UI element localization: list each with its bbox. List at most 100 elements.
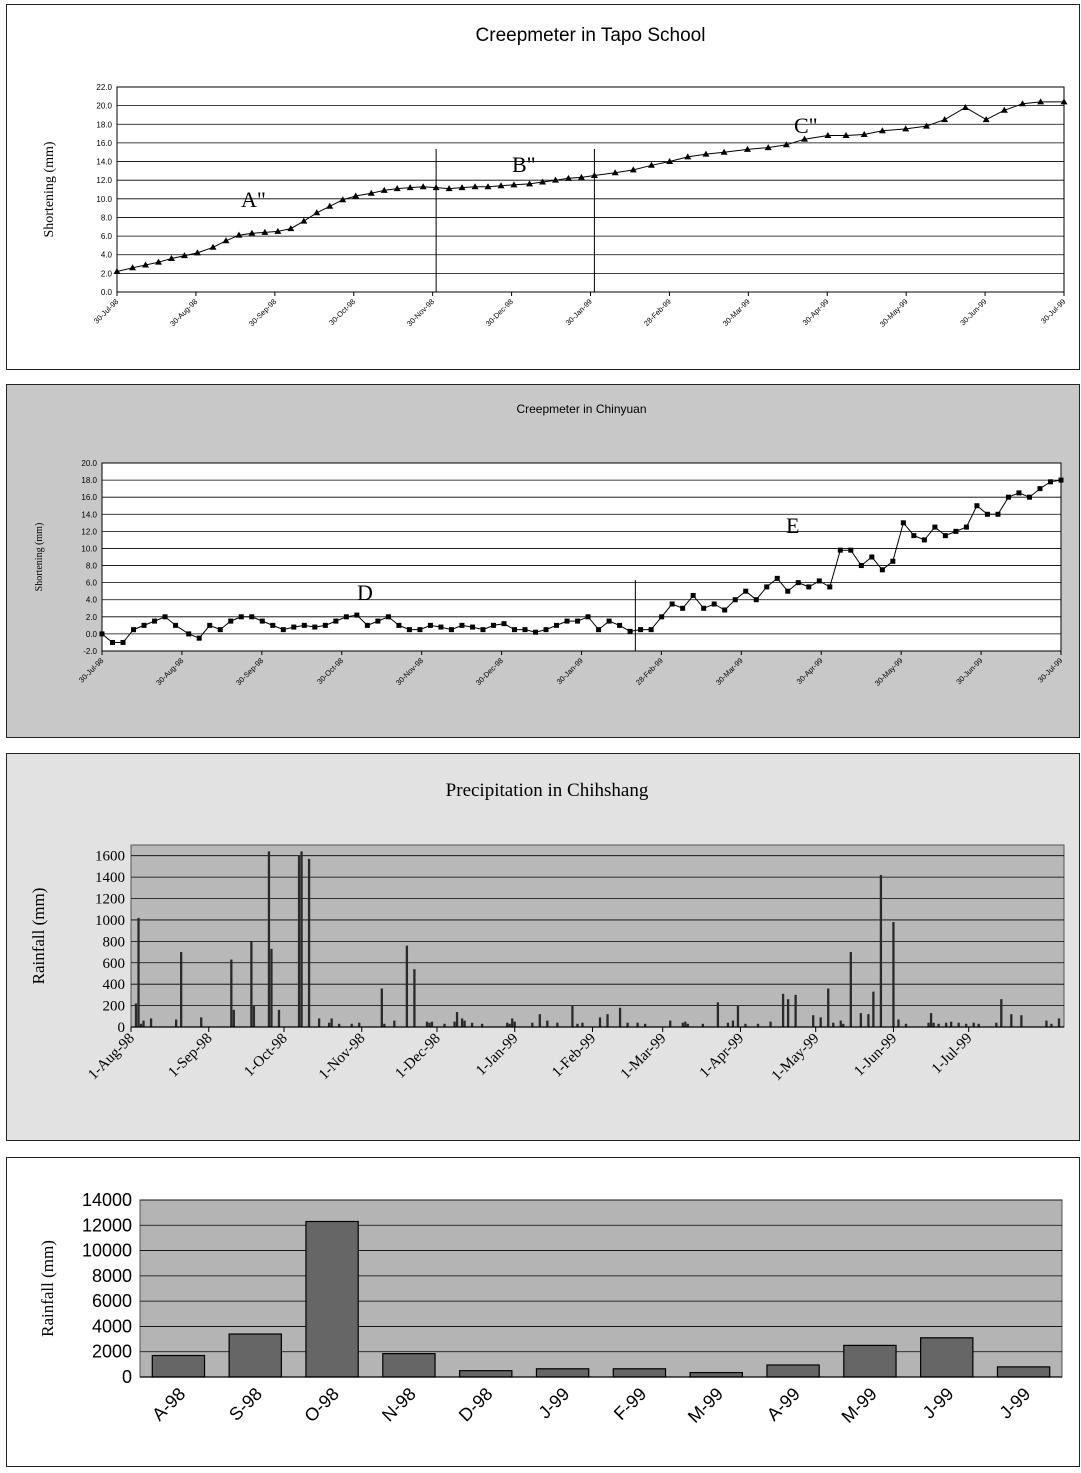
bar: [965, 1023, 968, 1027]
data-point: [879, 567, 885, 573]
y-axis-label: Rainfall (mm): [38, 1240, 57, 1337]
bar: [252, 1005, 256, 1027]
bar: [142, 1020, 145, 1027]
bar: [508, 1023, 511, 1027]
data-point: [406, 627, 412, 633]
y-tick-label: 12.0: [96, 176, 112, 185]
bar: [1020, 1015, 1023, 1027]
data-point: [120, 639, 126, 645]
bar: [137, 917, 140, 1027]
data-point: [860, 131, 868, 138]
data-point: [627, 628, 633, 634]
x-tick-label: 1-Apr-99: [697, 1031, 748, 1082]
data-point: [722, 607, 728, 613]
bar: [307, 858, 311, 1027]
data-point: [961, 104, 969, 110]
y-tick-label: 12.0: [81, 527, 97, 536]
data-point: [364, 622, 370, 628]
x-tick-label: 1-May-99: [769, 1031, 823, 1085]
data-point: [782, 141, 790, 148]
y-tick-label: 16.0: [96, 139, 112, 148]
data-point: [501, 621, 507, 627]
y-tick-label: 200: [103, 999, 126, 1015]
bar: [812, 1015, 815, 1027]
bar: [612, 1368, 667, 1378]
data-point: [995, 511, 1001, 517]
bar: [689, 1371, 743, 1378]
x-tick-label: 30-Nov-98: [394, 656, 425, 687]
data-point: [222, 237, 230, 244]
bar: [995, 1022, 998, 1027]
bar: [701, 1023, 704, 1027]
bar: [576, 1023, 579, 1027]
bar: [949, 1021, 953, 1027]
data-point: [129, 264, 137, 271]
bar: [270, 948, 273, 1027]
y-tick-label: 2.0: [86, 613, 98, 622]
data-point: [490, 622, 496, 628]
bar: [879, 874, 883, 1027]
plot-area: [130, 844, 1065, 1028]
data-point: [393, 185, 401, 192]
data-point: [155, 258, 163, 265]
bar: [766, 1364, 820, 1378]
data-point: [902, 125, 910, 132]
data-point: [438, 624, 444, 630]
daily-precipitation-chart: 0 200 400 600 800 1000 1200 1400 1600 1-Aug-98 1-S…: [29, 780, 1065, 1085]
data-point: [554, 622, 560, 628]
x-tick-label: 30-Jun-99: [954, 656, 984, 686]
bar: [139, 1023, 143, 1027]
data-point: [941, 116, 949, 123]
x-tick-label: A-99: [763, 1384, 804, 1425]
data-point: [287, 225, 295, 232]
data-point: [274, 227, 282, 234]
y-tick-label: 4.0: [86, 596, 98, 605]
data-point: [1000, 106, 1008, 113]
x-tick-label: 30-Aug-98: [168, 297, 199, 328]
chart-title: Creepmeter in Chinyuan: [516, 402, 646, 416]
data-point: [526, 180, 534, 187]
bar: [350, 1023, 353, 1027]
data-point: [666, 158, 674, 165]
data-point: [270, 622, 276, 628]
data-point: [193, 249, 201, 256]
data-point: [564, 174, 572, 181]
bar: [598, 1017, 602, 1027]
bar: [904, 1023, 908, 1027]
data-point: [180, 252, 188, 259]
data-point: [680, 605, 686, 611]
data-point: [207, 622, 213, 628]
y-tick-label: 0: [122, 1367, 132, 1387]
data-point: [720, 148, 728, 155]
x-tick-label: 30-Mar-99: [714, 656, 745, 687]
bar: [581, 1022, 584, 1027]
bar: [459, 1370, 513, 1378]
bar: [511, 1018, 514, 1027]
data-point: [375, 618, 381, 624]
bar: [972, 1022, 975, 1027]
data-point: [764, 144, 772, 151]
x-tick-label: 30-May-99: [873, 656, 905, 688]
bar: [460, 1018, 464, 1027]
segment-annotation: B": [512, 152, 536, 177]
bar: [684, 1021, 687, 1027]
x-tick-label: 1-Aug-98: [85, 1031, 138, 1084]
bar: [1010, 1014, 1013, 1027]
data-point: [141, 622, 147, 628]
data-point: [638, 627, 644, 633]
data-point: [743, 145, 751, 152]
data-point: [427, 622, 433, 628]
bar: [937, 1023, 940, 1027]
data-point: [248, 229, 256, 236]
data-point: [1016, 490, 1022, 496]
bar: [430, 1021, 434, 1027]
x-tick-label: J-99: [919, 1384, 958, 1423]
bar: [794, 994, 797, 1027]
data-point: [816, 578, 822, 584]
data-point: [186, 631, 192, 637]
bar: [839, 1020, 842, 1027]
bar: [480, 1023, 484, 1027]
bar: [538, 1014, 541, 1027]
bar: [413, 969, 416, 1027]
y-tick-label: 10.0: [81, 544, 97, 553]
